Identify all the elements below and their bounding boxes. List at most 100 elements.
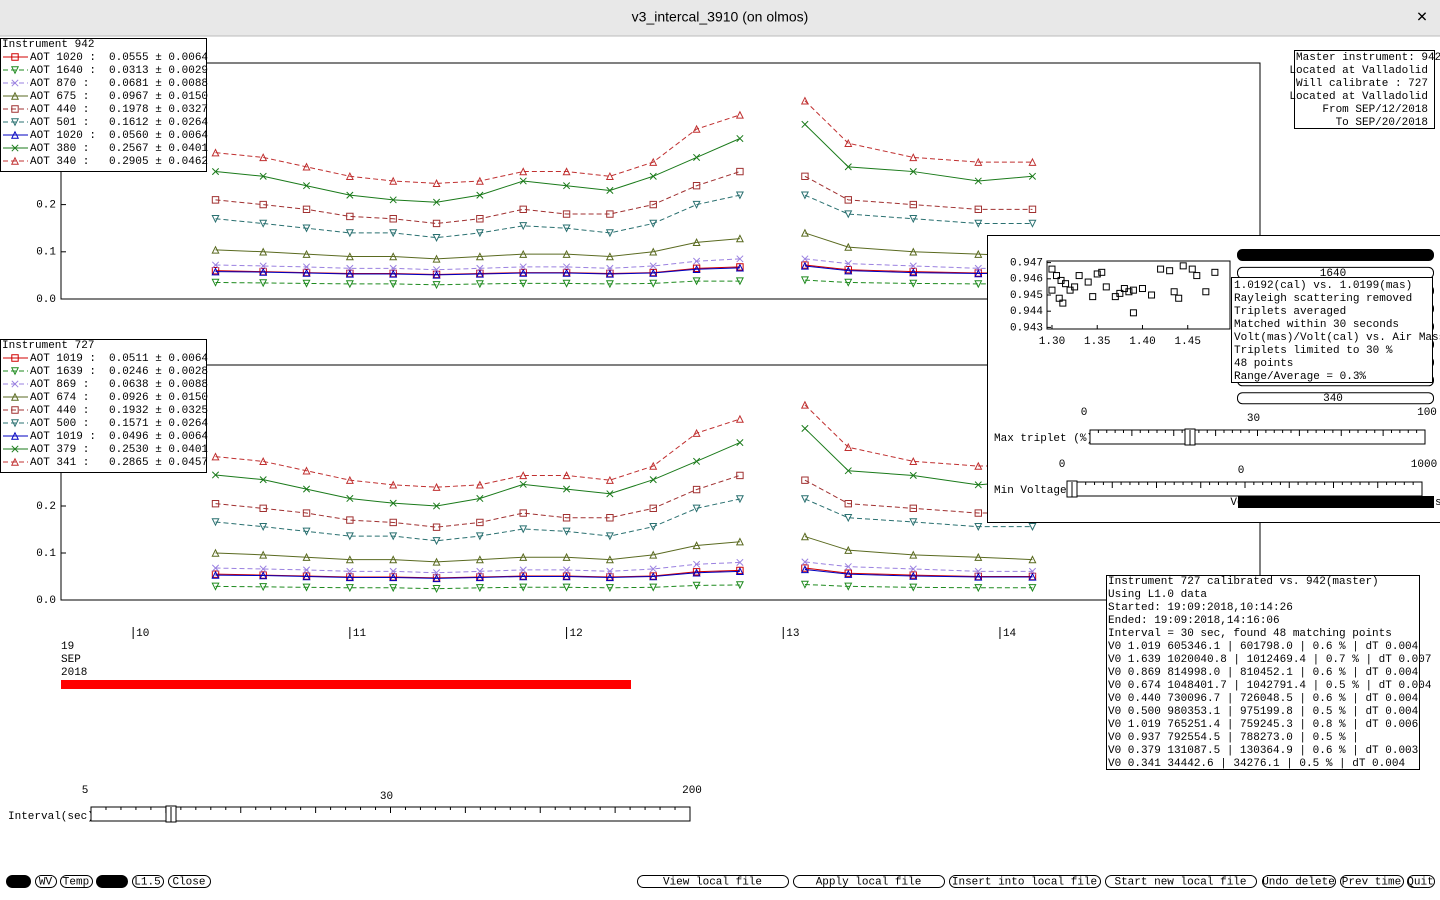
mode-button-label[interactable]: Temp [63, 876, 89, 888]
marker [302, 552, 311, 561]
marker [519, 583, 528, 592]
marker [345, 280, 354, 289]
marker [562, 268, 571, 277]
series-line [215, 561, 1033, 574]
legend-value: 0.0926 ± 0.0150 [109, 392, 208, 404]
master-line: Located at Valladolid [1289, 65, 1428, 77]
action-button[interactable] [1262, 875, 1336, 888]
marker [389, 573, 398, 582]
wavelength-button-label[interactable]: 340 [1323, 393, 1343, 405]
marker [389, 176, 398, 185]
marker [800, 228, 809, 237]
wavelength-button[interactable] [1237, 249, 1434, 261]
point [1175, 294, 1183, 302]
marker [649, 550, 658, 559]
wavelength-button-label[interactable]: 1640 [1320, 268, 1346, 280]
marker [974, 509, 982, 517]
action-button-label[interactable]: Prev time [1342, 876, 1401, 888]
title-bar [0, 0, 1440, 36]
fit-line: 48 points [1234, 358, 1293, 370]
mode-button-label[interactable]: L1.0 [98, 876, 124, 888]
action-button-label[interactable]: Start new local file [1114, 876, 1246, 888]
point [1059, 299, 1067, 307]
mode-button-label[interactable]: Close [172, 876, 205, 888]
point [1193, 272, 1201, 280]
mode-button[interactable] [132, 875, 164, 888]
marker [844, 569, 853, 578]
marker [11, 144, 19, 152]
marker [844, 563, 852, 571]
marker [10, 156, 20, 165]
marker [562, 167, 571, 176]
marker [693, 457, 701, 465]
action-button-label[interactable]: Quit [1407, 876, 1433, 888]
marker [432, 569, 441, 577]
marker [389, 280, 398, 289]
marker [302, 249, 311, 258]
mode-button[interactable] [35, 875, 57, 888]
plot-mode-label[interactable]: Volt(mas)/Volt(cal) vs. Air Mass [1230, 497, 1440, 509]
close-icon[interactable]: ✕ [1416, 9, 1428, 25]
marker [800, 400, 809, 409]
mode-button-label[interactable]: L1.5 [134, 876, 160, 888]
plot-frame [60, 62, 1261, 300]
marker [432, 574, 441, 583]
mode-button-label[interactable]: AOT [8, 876, 28, 888]
point [1157, 265, 1165, 273]
mode-button[interactable] [168, 875, 211, 888]
marker [211, 564, 220, 572]
y-tick-label: 0.943 [1010, 322, 1043, 334]
action-button[interactable] [1407, 875, 1435, 888]
master-line: Located at Valladolid [1289, 91, 1428, 103]
marker [302, 268, 311, 277]
marker [346, 264, 354, 272]
action-button[interactable] [793, 875, 945, 888]
action-button-label[interactable]: Insert into local file [952, 876, 1097, 888]
mode-button[interactable] [60, 875, 93, 888]
x-tick-label: 13 [786, 628, 799, 640]
action-button-label[interactable]: View local file [663, 876, 762, 888]
wavelength-button-label[interactable]: 1020 [1320, 250, 1346, 262]
point [1093, 270, 1101, 278]
action-button[interactable] [1105, 875, 1257, 888]
marker [844, 266, 853, 275]
marker [302, 162, 311, 171]
marker [605, 555, 614, 564]
marker [432, 557, 441, 566]
wavelength-button[interactable] [1237, 392, 1434, 405]
marker [562, 514, 571, 522]
marker [844, 163, 852, 171]
marker [211, 196, 220, 204]
marker [909, 583, 918, 592]
mode-button[interactable] [6, 875, 31, 888]
marker [211, 215, 220, 224]
marker [735, 495, 744, 504]
marker [432, 198, 441, 206]
mode-button[interactable] [96, 875, 128, 888]
action-button[interactable] [637, 875, 789, 888]
marker [800, 495, 809, 504]
action-button[interactable] [1340, 875, 1404, 888]
marker [259, 583, 268, 592]
marker [432, 254, 441, 263]
legend-box [0, 339, 207, 473]
marker [432, 270, 441, 279]
mode-button-label[interactable]: WV [39, 876, 53, 888]
marker [10, 431, 20, 440]
marker [519, 471, 528, 480]
marker [736, 255, 744, 263]
marker [974, 269, 983, 278]
action-button-label[interactable]: Apply local file [816, 876, 922, 888]
marker [605, 252, 614, 261]
marker [519, 525, 528, 534]
point [1170, 288, 1178, 296]
legend-value: 0.0967 ± 0.0150 [109, 91, 208, 103]
point [1188, 265, 1196, 273]
plot-mode-bar[interactable] [1238, 496, 1434, 508]
legend-name: AOT 1639 : [30, 366, 96, 378]
legend-value: 0.0638 ± 0.0088 [109, 379, 208, 391]
action-button[interactable] [949, 875, 1101, 888]
slider-scale: 0 [1238, 465, 1245, 477]
marker [801, 564, 809, 572]
action-button-label[interactable]: Undo delete [1262, 876, 1335, 888]
